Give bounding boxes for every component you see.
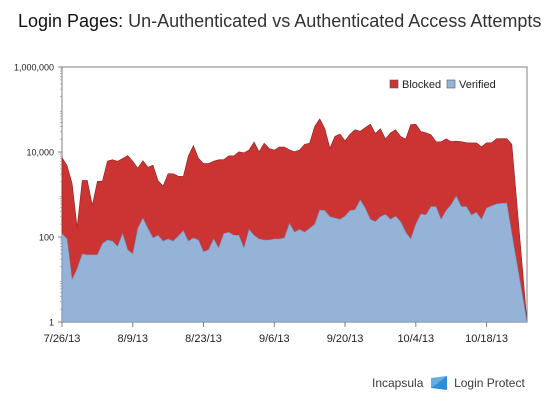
- y-tick-label: 10,000: [26, 148, 54, 158]
- x-tick-label: 8/23/13: [185, 333, 222, 345]
- footer-brand: Incapsula Login Protect: [372, 376, 525, 392]
- y-tick-label: 1: [49, 318, 54, 328]
- y-tick-label: 1,000,000: [14, 63, 54, 73]
- x-tick-label: 7/26/13: [44, 333, 81, 345]
- chart-title-main: Login Pages:: [18, 11, 124, 31]
- x-tick-label: 10/18/13: [465, 333, 508, 345]
- x-tick-label: 9/20/13: [327, 333, 364, 345]
- y-tick-label: 100: [39, 233, 54, 243]
- x-tick-label: 9/6/13: [259, 333, 290, 345]
- brand-name: Incapsula: [372, 376, 424, 391]
- chart-title: Login Pages: Un-Authenticated vs Authent…: [18, 11, 541, 32]
- x-tick-label: 10/4/13: [397, 333, 434, 345]
- legend-swatch: [389, 79, 399, 89]
- legend-label: Verified: [459, 79, 496, 91]
- x-tick-label: 8/9/13: [117, 333, 148, 345]
- series-verified-area: [61, 195, 528, 323]
- legend: Blocked Verified: [389, 79, 496, 91]
- incapsula-logo-icon: [430, 376, 447, 390]
- chart-title-subtitle: Un-Authenticated vs Authenticated Access…: [128, 11, 542, 31]
- legend-label: Blocked: [402, 79, 441, 91]
- legend-swatch: [446, 79, 456, 89]
- axes: 1 100 10,000 1,000,000 7/26/13 8/9/13 8/23/13 9…: [14, 63, 508, 346]
- plot-area: [61, 66, 528, 323]
- product-name: Login Protect: [454, 376, 525, 391]
